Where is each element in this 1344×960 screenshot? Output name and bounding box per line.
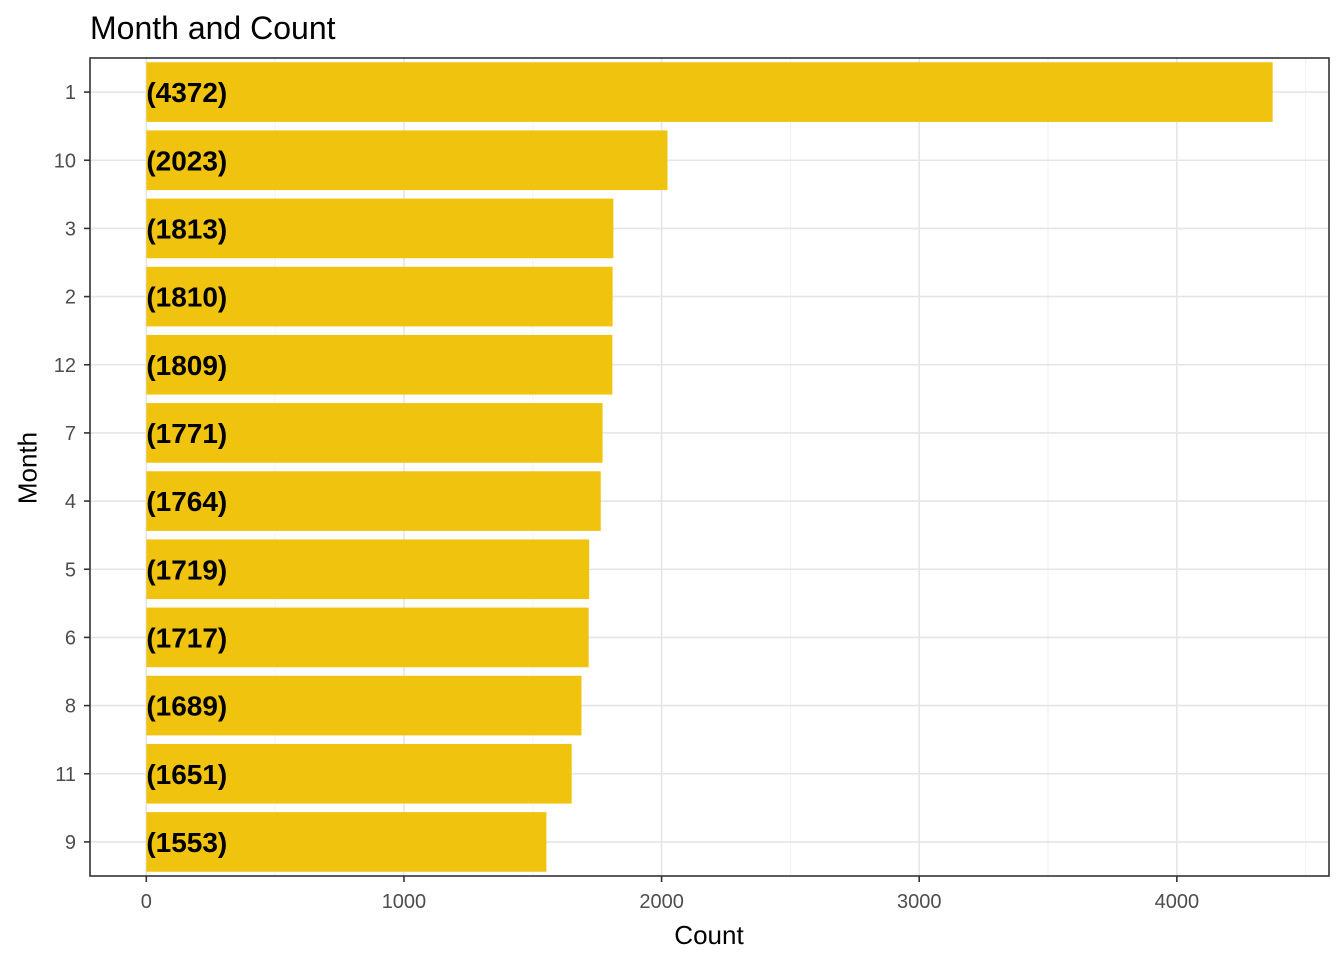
data-label: (1809) xyxy=(146,350,227,381)
y-tick-label: 4 xyxy=(65,491,76,513)
y-tick-label: 12 xyxy=(54,355,76,377)
y-tick-label: 9 xyxy=(65,832,76,854)
y-tick-label: 5 xyxy=(65,559,76,581)
x-axis-label: Count xyxy=(674,920,744,950)
bar xyxy=(146,539,590,600)
x-tick-label: 1000 xyxy=(382,891,427,913)
chart-title: Month and Count xyxy=(90,10,336,46)
bar xyxy=(146,607,589,668)
data-label: (1719) xyxy=(146,554,227,585)
data-label: (1553) xyxy=(146,827,227,858)
bar xyxy=(146,198,614,259)
x-tick-label: 2000 xyxy=(639,891,684,913)
bar xyxy=(146,130,668,191)
panel-border xyxy=(89,57,1330,877)
bar xyxy=(146,743,572,804)
data-label: (1764) xyxy=(146,486,227,517)
data-label: (1813) xyxy=(146,213,227,244)
y-tick-label: 2 xyxy=(65,287,76,309)
data-label: (1651) xyxy=(146,759,227,790)
y-tick-label: 6 xyxy=(65,627,76,649)
data-label: (2023) xyxy=(146,145,227,176)
bar xyxy=(146,471,601,531)
bar xyxy=(146,675,582,736)
x-tick-label: 3000 xyxy=(897,891,942,913)
data-label: (1771) xyxy=(146,418,227,449)
y-tick-label: 10 xyxy=(54,150,76,172)
bar xyxy=(146,334,613,395)
y-tick-label: 3 xyxy=(65,218,76,240)
bar xyxy=(146,266,613,327)
bar xyxy=(146,812,547,872)
bar xyxy=(146,403,603,463)
data-label: (1717) xyxy=(146,622,227,653)
y-tick-label: 7 xyxy=(65,423,76,445)
bar xyxy=(146,62,1273,122)
x-tick-label: 4000 xyxy=(1155,891,1200,913)
y-tick-label: 8 xyxy=(65,696,76,718)
data-label: (1689) xyxy=(146,691,227,722)
y-tick-label: 11 xyxy=(55,764,76,786)
data-label: (1810) xyxy=(146,282,227,313)
y-tick-label: 1 xyxy=(65,82,76,104)
data-label: (4372) xyxy=(146,77,227,108)
x-tick-label: 0 xyxy=(141,891,152,913)
